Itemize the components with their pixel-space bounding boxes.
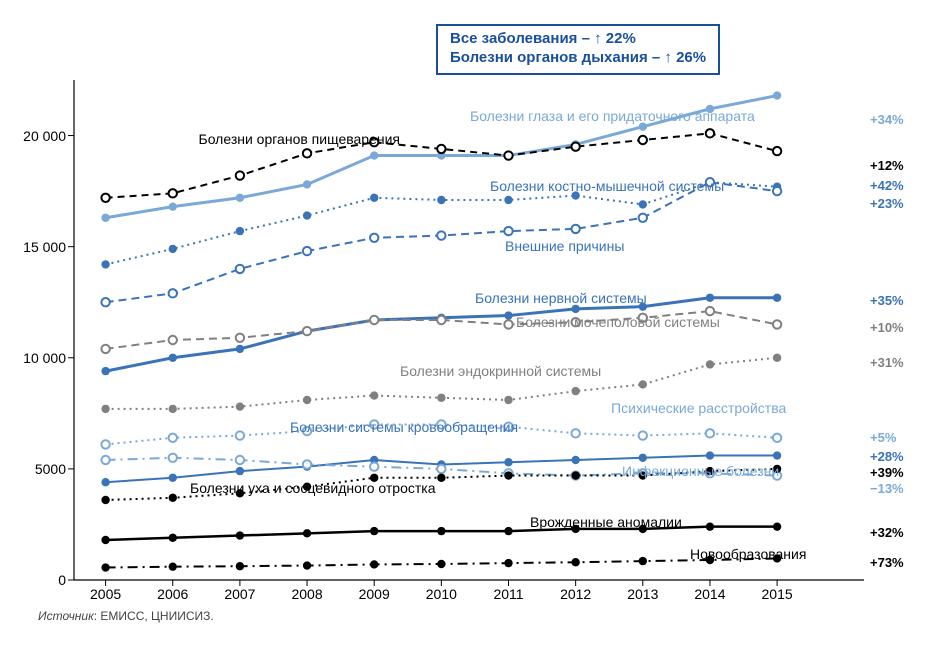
source-prefix: Источник — [38, 609, 94, 623]
pct-label-urogenital: +10% — [870, 320, 904, 335]
callout-line-2: Болезни органов дыхания – ↑ 26% — [450, 49, 706, 68]
y-tick-label: 20 000 — [23, 128, 66, 144]
x-tick-label: 2013 — [627, 586, 658, 602]
x-tick-label: 2007 — [224, 586, 255, 602]
pct-label-nervous: +35% — [870, 293, 904, 308]
x-tick-label: 2014 — [694, 586, 725, 602]
pct-label-neoplasms: +73% — [870, 555, 904, 570]
pct-label-external: +23% — [870, 196, 904, 211]
pct-label-ear: +39% — [870, 465, 904, 480]
pct-label-congenital: +32% — [870, 525, 904, 540]
x-tick-label: 2005 — [90, 586, 121, 602]
y-tick-label: 10 000 — [23, 350, 66, 366]
pct-label-psych: +5% — [870, 430, 896, 445]
x-tick-label: 2009 — [359, 586, 390, 602]
pct-label-circulatory: +28% — [870, 449, 904, 464]
plot-area — [74, 80, 864, 580]
y-tick-label: 0 — [58, 572, 66, 588]
source-line: Источник: ЕМИСС, ЦНИИСИЗ. — [38, 609, 214, 623]
x-tick-label: 2012 — [560, 586, 591, 602]
callout-line-1: Все заболевания – ↑ 22% — [450, 30, 706, 49]
x-tick-label: 2008 — [291, 586, 322, 602]
x-tick-label: 2006 — [157, 586, 188, 602]
pct-label-digestive: +12% — [870, 158, 904, 173]
source-rest: : ЕМИСС, ЦНИИСИЗ. — [94, 609, 214, 623]
x-tick-label: 2015 — [762, 586, 793, 602]
callout-box: Все заболевания – ↑ 22% Болезни органов … — [436, 24, 720, 75]
plot-svg — [74, 80, 864, 580]
chart-figure: Все заболевания – ↑ 22% Болезни органов … — [0, 0, 935, 654]
pct-label-infectious: −13% — [870, 481, 904, 496]
pct-label-endocrine: +31% — [870, 355, 904, 370]
y-tick-label: 5000 — [35, 461, 66, 477]
pct-label-musculoskeletal: +42% — [870, 178, 904, 193]
x-tick-label: 2010 — [426, 586, 457, 602]
pct-label-eye: +34% — [870, 112, 904, 127]
x-tick-label: 2011 — [493, 586, 523, 602]
y-tick-label: 15 000 — [23, 239, 66, 255]
